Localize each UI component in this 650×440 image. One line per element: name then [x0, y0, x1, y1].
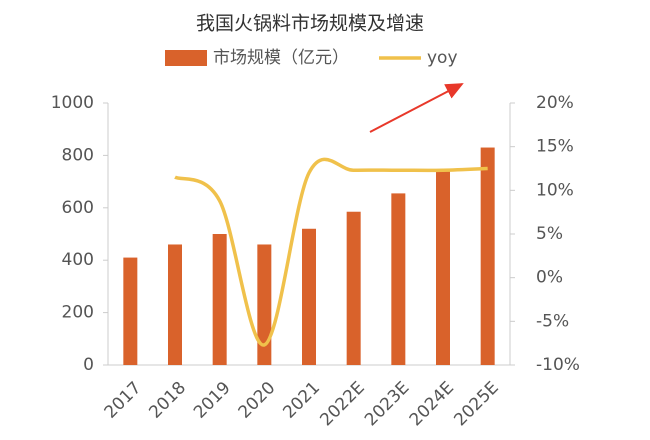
bar: [168, 244, 182, 365]
legend-swatch: [165, 50, 207, 66]
legend-label: yoy: [427, 48, 458, 68]
bar: [212, 234, 227, 365]
x-tick-label: 2020: [235, 378, 280, 423]
legend-label: 市场规模（亿元）: [213, 48, 349, 68]
y2-tick-label: 15%: [536, 137, 574, 157]
x-tick-label: 2024E: [406, 378, 458, 430]
y-tick-label: 600: [62, 198, 94, 218]
x-tick-label: 2022E: [316, 378, 368, 430]
y2-tick-label: 0%: [536, 268, 563, 288]
bar: [480, 147, 495, 365]
y2-tick-label: -10%: [536, 355, 580, 375]
bar: [436, 169, 450, 365]
bar: [257, 244, 272, 365]
y2-tick-label: 20%: [536, 93, 574, 113]
y2-tick-label: 10%: [536, 180, 574, 200]
y2-tick-label: 5%: [536, 224, 563, 244]
bar: [346, 211, 361, 365]
bar: [391, 193, 406, 365]
bar: [302, 228, 316, 365]
y-tick-label: 400: [62, 250, 94, 270]
annotation-arrow: [369, 83, 464, 133]
y-tick-label: 1000: [51, 93, 94, 113]
x-tick-label: 2018: [145, 378, 190, 423]
line: [174, 157, 488, 347]
y-tick-label: 200: [62, 303, 94, 323]
y-tick-label: 800: [62, 145, 94, 165]
chart-title: 我国火锅料市场规模及增速: [196, 13, 424, 35]
x-tick-label: 2019: [190, 378, 235, 423]
y2-tick-label: -5%: [536, 311, 569, 331]
x-tick-label: 2023E: [361, 378, 413, 430]
bar: [123, 257, 138, 365]
x-tick-label: 2017: [101, 378, 146, 423]
x-tick-label: 2025E: [450, 378, 502, 430]
y-tick-label: 0: [83, 355, 94, 375]
